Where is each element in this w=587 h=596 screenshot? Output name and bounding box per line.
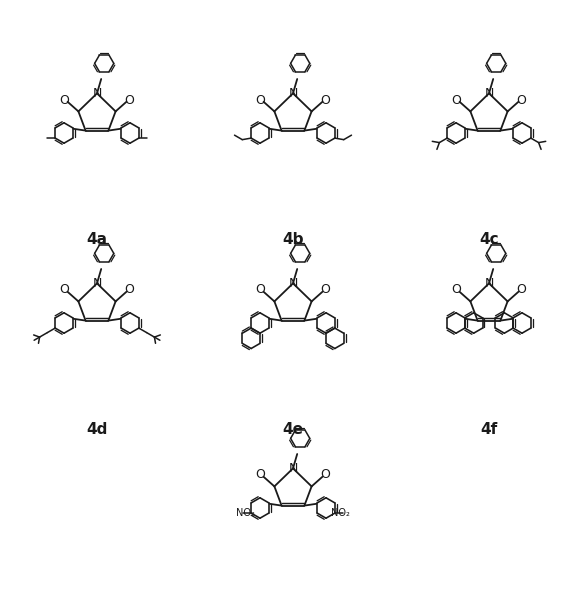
Text: O: O [60,284,69,296]
Text: N: N [288,462,298,475]
Text: O: O [60,94,69,107]
Text: N: N [288,277,298,290]
Text: NO₂: NO₂ [331,508,350,518]
Text: 4c: 4c [479,232,499,247]
Text: O: O [451,284,461,296]
Text: N: N [484,277,494,290]
Text: O: O [321,284,330,296]
Text: O: O [256,94,265,107]
Text: N: N [288,87,298,100]
Text: O: O [256,284,265,296]
Text: O: O [124,94,134,107]
Text: N: N [92,277,102,290]
Text: NO₂: NO₂ [237,508,255,518]
Text: 4e: 4e [282,423,303,437]
Text: O: O [321,468,330,482]
Text: O: O [517,284,527,296]
Text: N: N [92,87,102,100]
Text: O: O [124,284,134,296]
Text: O: O [451,94,461,107]
Text: 4d: 4d [86,423,107,437]
Text: O: O [256,468,265,482]
Text: 4f: 4f [480,423,498,437]
Text: O: O [321,94,330,107]
Text: N: N [484,87,494,100]
Text: O: O [517,94,527,107]
Text: 4a: 4a [86,232,107,247]
Text: 4b: 4b [282,232,303,247]
